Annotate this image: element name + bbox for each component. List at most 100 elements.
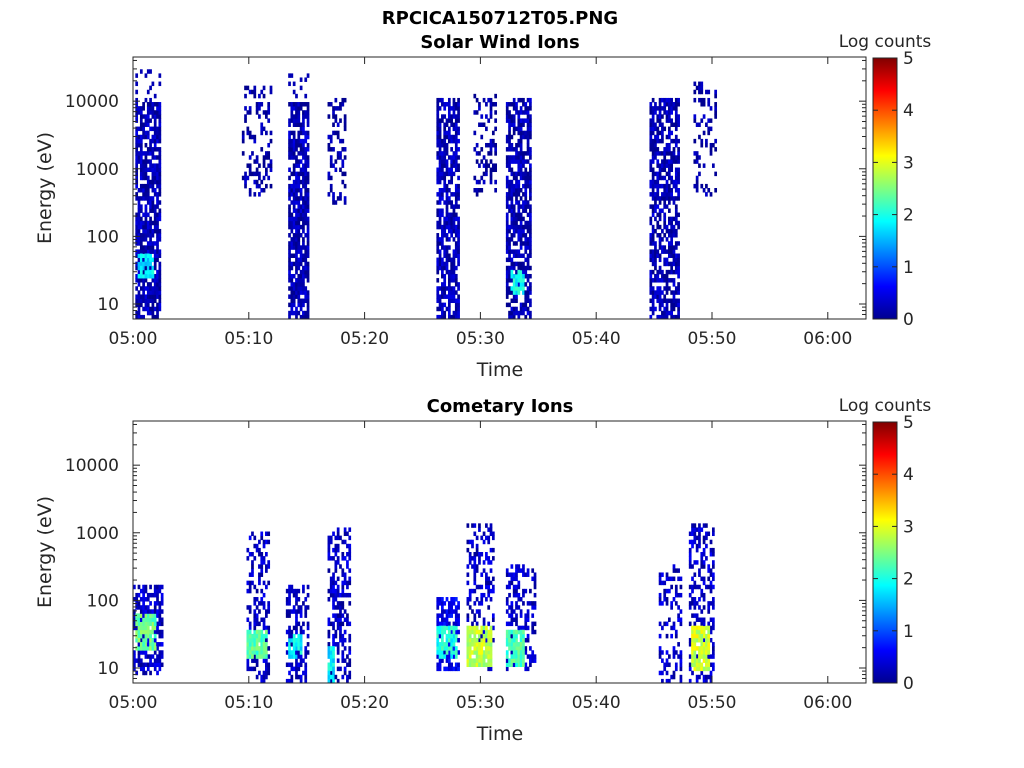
heatmap-cell [304,147,308,152]
heatmap-cell [260,535,264,541]
heatmap-cell [142,171,145,177]
heatmap-cell [654,228,657,234]
heatmap-cell [665,597,669,602]
heatmap-cell [512,208,516,213]
heatmap-cell [146,605,150,610]
heatmap-cell [158,633,162,639]
heatmap-cell [153,102,157,107]
heatmap-cell [290,265,294,271]
heatmap-cell [297,224,301,230]
heatmap-cell [436,192,440,197]
heatmap-cell [142,175,145,181]
heatmap-cell [441,163,444,168]
heatmap-cell [436,637,440,643]
heatmap-cell [262,642,266,647]
heatmap-cell [651,130,655,136]
heatmap-cell [510,224,514,230]
heatmap-cell [450,278,454,283]
heatmap-cell [146,617,150,622]
heatmap-cell [334,613,338,618]
heatmap-cell [438,597,442,602]
heatmap-cell [651,171,655,177]
heatmap-cell [473,175,477,181]
heatmap-cell [445,212,449,218]
heatmap-cell [265,130,268,136]
x-tick-label: 05:40 [572,329,621,349]
heatmap-cell [436,167,440,173]
heatmap-cell [153,637,157,643]
heatmap-cell [454,102,458,107]
heatmap-cell [457,110,460,115]
heatmap-cell [658,183,662,189]
heatmap-cell [149,306,152,312]
heatmap-cell [334,592,338,598]
heatmap-cell [133,621,136,627]
heatmap-cell [693,531,697,537]
heatmap-cell [519,175,523,181]
heatmap-cell [295,637,298,643]
heatmap-cell [658,118,662,123]
heatmap-cell [133,609,136,614]
heatmap-cell [343,126,347,132]
heatmap-cell [663,580,667,586]
heatmap-cell [510,637,514,643]
heatmap-cell [475,97,479,103]
heatmap-cell [705,658,708,663]
heatmap-cell [441,208,444,213]
heatmap-cell [306,171,310,177]
heatmap-cell [524,200,528,205]
heatmap-cell [158,192,162,197]
heatmap-cell [515,605,518,610]
heatmap-cell [482,592,486,598]
heatmap-cell [329,662,333,668]
heatmap-cell [529,265,532,271]
heatmap-cell [265,654,268,659]
heatmap-cell [672,674,676,680]
heatmap-cell [658,196,662,201]
heatmap-cell [302,138,305,144]
panel-cometary-ions: Cometary Ions 05:00 05:10 05:20 05:30 05:40 0… [34,396,931,745]
heatmap-cell [468,642,472,647]
heatmap-cell [670,163,674,168]
heatmap-cell [246,110,250,115]
heatmap-cell [510,306,514,312]
heatmap-cell [146,609,150,614]
heatmap-cell [468,539,472,545]
heatmap-cell [304,605,308,610]
heatmap-cell [443,102,447,107]
heatmap-cell [341,621,345,627]
heatmap-cell [295,621,298,627]
heatmap-cell [292,204,296,209]
heatmap-cell [297,175,301,181]
heatmap-cell [302,670,305,676]
heatmap-cell [304,102,308,107]
heatmap-cell [334,552,338,557]
heatmap-cell [151,302,155,308]
heatmap-cell [665,204,669,209]
heatmap-cell [651,175,655,181]
heatmap-cell [156,269,159,275]
heatmap-cell [135,81,139,87]
heatmap-cell [334,597,338,602]
heatmap-cell [478,179,481,185]
heatmap-cell [454,310,458,316]
heatmap-cell [452,151,456,156]
heatmap-cell [665,621,669,627]
heatmap-cell [306,273,310,279]
heatmap-cell [677,179,680,185]
heatmap-cell [336,130,340,136]
heatmap-cell [489,625,493,631]
heatmap-cell [443,171,447,177]
heatmap-cell [670,159,674,164]
heatmap-cell [695,179,699,185]
x-axis-label: Time [476,359,524,381]
heatmap-cell [299,605,303,610]
heatmap-cell [341,580,345,586]
heatmap-cell [288,257,291,263]
heatmap-cell [137,249,141,254]
heatmap-cell [672,261,676,267]
heatmap-cell [436,601,440,606]
heatmap-cell [447,666,451,672]
heatmap-cell [529,171,532,177]
heatmap-cell [297,204,301,209]
